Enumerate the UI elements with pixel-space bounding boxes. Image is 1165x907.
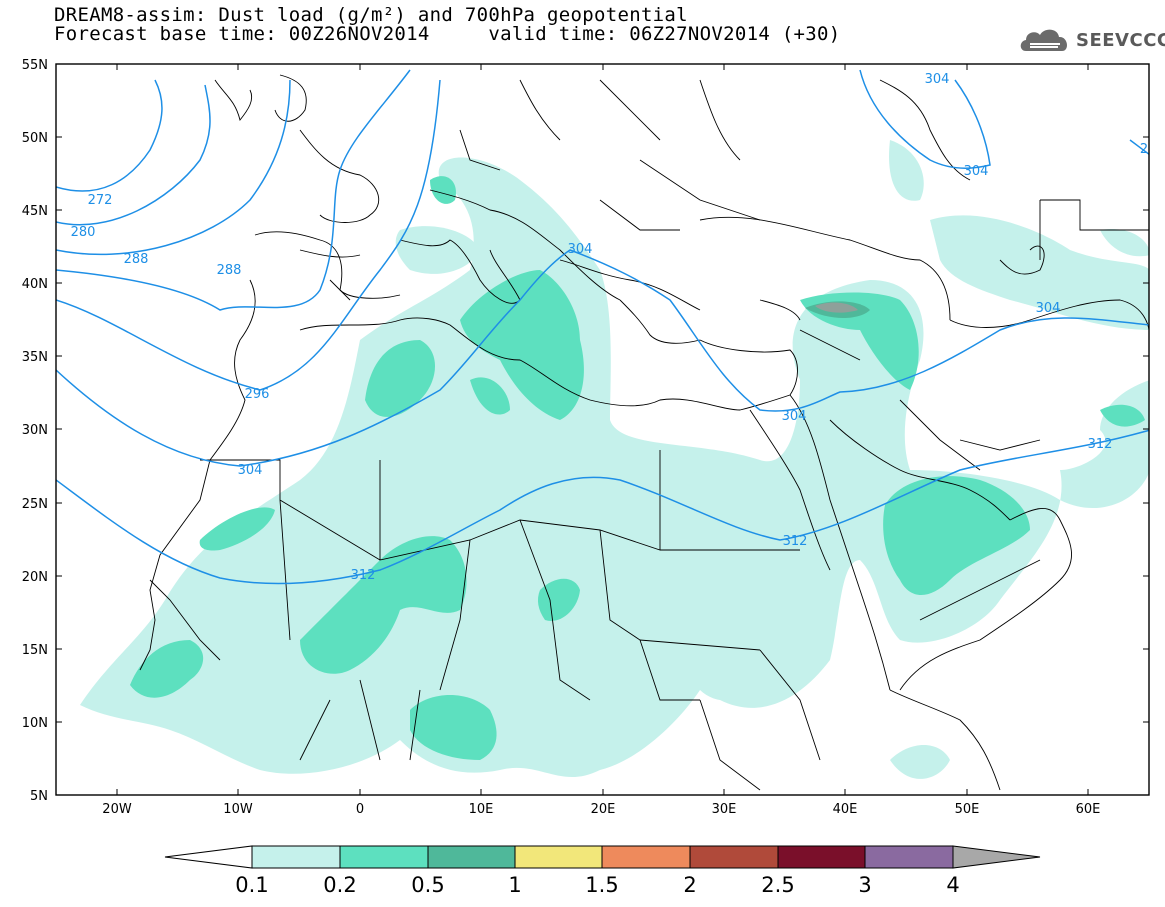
dust-peak-area	[815, 302, 858, 313]
lat-label: 20N	[22, 570, 48, 585]
contour-label: 304	[964, 164, 989, 179]
colorbar-arrow-high	[952, 845, 1041, 869]
cloud-icon	[1020, 29, 1068, 51]
lat-label: 50N	[22, 131, 48, 146]
colorbar-bin	[427, 845, 516, 869]
contour-label: 2	[1140, 142, 1148, 157]
colorbar-label: 2	[683, 873, 696, 897]
map-title: DREAM8-assim: Dust load (g/m²) and 700hP…	[54, 4, 688, 26]
colorbar-label: 0.1	[235, 873, 268, 897]
colorbar	[164, 845, 1041, 869]
geopotential-contours	[56, 69, 1149, 585]
lat-label: 30N	[22, 423, 48, 438]
longitude-axis	[116, 64, 1089, 795]
contour-label: 304	[1036, 301, 1061, 316]
lat-label: 45N	[22, 204, 48, 219]
latitude-axis	[56, 63, 1149, 723]
contour-label: 312	[783, 534, 808, 549]
contour-label: 312	[351, 568, 376, 583]
colorbar-label: 3	[858, 873, 871, 897]
contour-label: 272	[88, 193, 113, 208]
lat-label: 40N	[22, 277, 48, 292]
forecast-time-line: Forecast base time: 00Z26NOV2014 valid t…	[54, 23, 841, 45]
colorbar-bin	[251, 845, 341, 869]
lat-label: 10N	[22, 716, 48, 731]
lon-label: 60E	[1076, 802, 1101, 817]
latitude-labels: 55N 50N 45N 40N 35N 30N 25N 20N 15N 10N …	[22, 58, 48, 804]
contour-label: 288	[124, 252, 149, 267]
colorbar-arrow-low	[164, 845, 253, 869]
contour-label: 304	[782, 409, 807, 424]
contour-label: 296	[245, 387, 270, 402]
colorbar-bin	[339, 845, 429, 869]
colorbar-label: 1	[508, 873, 521, 897]
colorbar-labels: 0.1 0.2 0.5 1 1.5 2 2.5 3 4	[235, 873, 959, 897]
colorbar-label: 0.5	[411, 873, 444, 897]
lat-label: 15N	[22, 643, 48, 658]
contour-label: 304	[568, 242, 593, 257]
coastlines	[139, 74, 1149, 791]
longitude-labels: 20W 10W 0 10E 20E 30E 40E 50E 60E	[102, 802, 1100, 817]
colorbar-bin	[601, 845, 691, 869]
colorbar-bin	[689, 845, 779, 869]
lon-label: 20W	[102, 802, 132, 817]
lat-label: 35N	[22, 350, 48, 365]
contour-label: 304	[925, 72, 950, 87]
contour-label: 312	[1088, 437, 1113, 452]
colorbar-label: 2.5	[761, 873, 794, 897]
colorbar-bin	[777, 845, 866, 869]
colorbar-bin	[864, 845, 954, 869]
colorbar-bin	[514, 845, 603, 869]
lon-label: 10W	[223, 802, 253, 817]
contour-label: 304	[238, 463, 263, 478]
lat-label: 55N	[22, 58, 48, 73]
lon-label: 20E	[591, 802, 616, 817]
colorbar-label: 4	[946, 873, 959, 897]
lat-label: 25N	[22, 497, 48, 512]
lon-label: 40E	[833, 802, 858, 817]
dust-mid-areas	[130, 176, 1145, 760]
lat-label: 5N	[30, 789, 48, 804]
contour-label: 280	[71, 225, 96, 240]
colorbar-label: 0.2	[323, 873, 356, 897]
lon-label: 30E	[712, 802, 737, 817]
seevccc-logo: SEEVCCC	[1018, 23, 1165, 57]
lon-label: 50E	[955, 802, 980, 817]
dust-light-areas	[80, 140, 1149, 779]
colorbar-label: 1.5	[585, 873, 618, 897]
lon-label: 10E	[469, 802, 494, 817]
lon-label: 0	[356, 802, 364, 817]
contour-labels: 272 280 288 288 296 304 304 304 304 304 …	[71, 72, 1149, 583]
logo-text: SEEVCCC	[1076, 29, 1165, 51]
dust-shading	[80, 140, 1149, 779]
contour-label: 288	[217, 263, 242, 278]
